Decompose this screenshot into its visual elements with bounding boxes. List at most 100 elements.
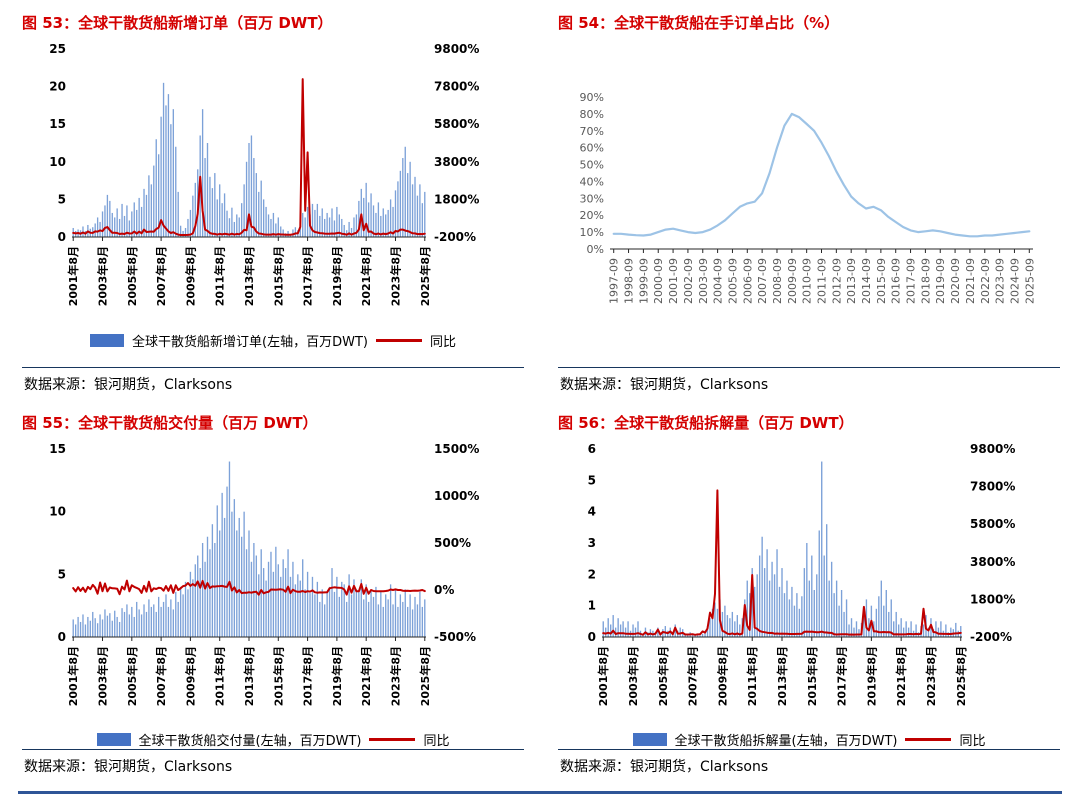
svg-text:2007年8月: 2007年8月 — [686, 646, 700, 706]
fig55-legend: 全球干散货船交付量(左轴，百万DWT) 同比 — [22, 730, 524, 749]
svg-text:2000-09: 2000-09 — [652, 258, 665, 304]
svg-text:-500%: -500% — [434, 630, 476, 644]
svg-text:2007年8月: 2007年8月 — [154, 646, 168, 706]
svg-text:-200%: -200% — [970, 630, 1012, 644]
svg-text:2005年8月: 2005年8月 — [125, 646, 139, 706]
source-note: 数据来源：银河期货，Clarksons — [560, 377, 769, 393]
svg-text:2015年8月: 2015年8月 — [271, 646, 285, 706]
svg-text:5800%: 5800% — [970, 517, 1015, 531]
svg-text:2010-09: 2010-09 — [801, 258, 814, 304]
svg-text:500%: 500% — [434, 536, 471, 550]
svg-text:5: 5 — [588, 473, 596, 487]
fig55-title: 图 55：全球干散货船交付量（百万 DWT） — [22, 414, 318, 432]
line-series-swatch — [375, 339, 422, 342]
svg-text:2009-09: 2009-09 — [786, 258, 799, 304]
svg-text:2019-09: 2019-09 — [934, 258, 947, 304]
svg-text:2017年8月: 2017年8月 — [301, 246, 315, 306]
source-note: 数据来源：银河期货，Clarksons — [24, 377, 233, 393]
svg-text:1800%: 1800% — [970, 592, 1015, 606]
svg-text:6: 6 — [588, 442, 596, 456]
svg-text:2006-09: 2006-09 — [741, 258, 754, 304]
svg-text:2023年8月: 2023年8月 — [924, 646, 938, 706]
svg-text:10%: 10% — [580, 226, 604, 239]
svg-text:50%: 50% — [580, 159, 604, 172]
svg-text:1500%: 1500% — [434, 442, 479, 456]
svg-text:2015-09: 2015-09 — [875, 258, 888, 304]
svg-text:2025年8月: 2025年8月 — [418, 246, 432, 306]
svg-text:1999-09: 1999-09 — [637, 258, 650, 304]
fig54-title: 图 54：全球干散货船在手订单占比（%） — [558, 14, 840, 32]
bar-series-label: 全球干散货船交付量(左轴，百万DWT) — [138, 734, 362, 749]
svg-text:2022-09: 2022-09 — [979, 258, 992, 304]
svg-text:20: 20 — [49, 80, 66, 94]
svg-text:2023-09: 2023-09 — [994, 258, 1007, 304]
bar-series-swatch — [96, 733, 131, 746]
divider-line — [558, 367, 1060, 368]
svg-text:2021年8月: 2021年8月 — [894, 646, 908, 706]
svg-text:2001-09: 2001-09 — [667, 258, 680, 304]
svg-text:2014-09: 2014-09 — [860, 258, 873, 304]
svg-text:2024-09: 2024-09 — [1008, 258, 1021, 304]
svg-text:2013-09: 2013-09 — [845, 258, 858, 304]
fig53-title: 图 53：全球干散货船新增订单（百万 DWT） — [22, 14, 333, 32]
line-series-swatch — [905, 738, 952, 741]
svg-text:15: 15 — [49, 117, 66, 131]
svg-text:2025年8月: 2025年8月 — [418, 646, 432, 706]
bar-series-label: 全球干散货船新增订单(左轴，百万DWT) — [132, 335, 368, 350]
svg-text:2013年8月: 2013年8月 — [242, 246, 256, 306]
fig56-chart: 0 1 2 3 4 5 6 -200% 1800% 3800% 5800% 7800% 9800% 200… — [588, 442, 1016, 706]
bar-series-swatch — [632, 733, 667, 746]
svg-text:2020-09: 2020-09 — [949, 258, 962, 304]
svg-text:0: 0 — [58, 230, 66, 244]
svg-text:9800%: 9800% — [434, 42, 479, 56]
svg-text:2025年8月: 2025年8月 — [954, 646, 968, 706]
divider-line — [558, 749, 1060, 750]
svg-text:2025-09: 2025-09 — [1023, 258, 1036, 304]
page-bottom-rule — [18, 791, 1062, 794]
divider-line — [22, 749, 524, 750]
svg-text:15: 15 — [49, 442, 66, 456]
svg-text:40%: 40% — [580, 175, 604, 188]
svg-text:2017年8月: 2017年8月 — [301, 646, 315, 706]
svg-text:2005年8月: 2005年8月 — [125, 246, 139, 306]
svg-text:2003年8月: 2003年8月 — [96, 646, 110, 706]
divider-line — [22, 367, 524, 368]
svg-text:2023年8月: 2023年8月 — [388, 646, 402, 706]
svg-text:90%: 90% — [580, 91, 604, 104]
fig53-chart: 0 5 10 15 20 25 -200% 1800% 3800% 5800% 7800% 9800%… — [49, 42, 479, 306]
bar-series-label: 全球干散货船拆解量(左轴，百万DWT) — [674, 734, 898, 749]
line-series-swatch — [369, 738, 416, 741]
svg-text:2001年8月: 2001年8月 — [66, 246, 80, 306]
fig53-legend: 全球干散货船新增订单(左轴，百万DWT) 同比 — [22, 331, 524, 350]
svg-text:0: 0 — [58, 630, 66, 644]
svg-text:2011年8月: 2011年8月 — [213, 246, 227, 306]
svg-text:2: 2 — [588, 567, 596, 581]
svg-text:2001年8月: 2001年8月 — [66, 646, 80, 706]
svg-text:1998-09: 1998-09 — [623, 258, 636, 304]
svg-text:30%: 30% — [580, 192, 604, 205]
svg-text:2003-09: 2003-09 — [697, 258, 710, 304]
svg-text:0: 0 — [588, 630, 596, 644]
line-series-label: 同比 — [959, 734, 986, 749]
fig54-chart: 0% 10% 20% 30% 40% 50% 60% 70% 80% 90% 1997-09 1998… — [580, 91, 1037, 304]
fig56-title: 图 56：全球干散货船拆解量（百万 DWT） — [558, 414, 854, 432]
panel-fig53: 图 53：全球干散货船新增订单（百万 DWT） 0 5 10 15 20 25 -200% 1… — [22, 8, 524, 394]
svg-text:10: 10 — [49, 155, 66, 169]
svg-text:2016-09: 2016-09 — [890, 258, 903, 304]
svg-text:2008-09: 2008-09 — [771, 258, 784, 304]
svg-text:80%: 80% — [580, 108, 604, 121]
svg-text:2009年8月: 2009年8月 — [183, 646, 197, 706]
svg-text:7800%: 7800% — [970, 480, 1015, 494]
svg-text:1: 1 — [588, 599, 596, 613]
svg-text:2019年8月: 2019年8月 — [330, 246, 344, 306]
svg-text:3800%: 3800% — [434, 155, 479, 169]
line-series-label: 同比 — [423, 734, 450, 749]
svg-text:5800%: 5800% — [434, 117, 479, 131]
svg-text:60%: 60% — [580, 142, 604, 155]
line-series-label: 同比 — [429, 335, 456, 350]
svg-text:3800%: 3800% — [970, 555, 1015, 569]
svg-text:2001年8月: 2001年8月 — [596, 646, 610, 706]
svg-text:1800%: 1800% — [434, 192, 479, 206]
svg-text:2012-09: 2012-09 — [830, 258, 843, 304]
svg-text:2003年8月: 2003年8月 — [96, 246, 110, 306]
